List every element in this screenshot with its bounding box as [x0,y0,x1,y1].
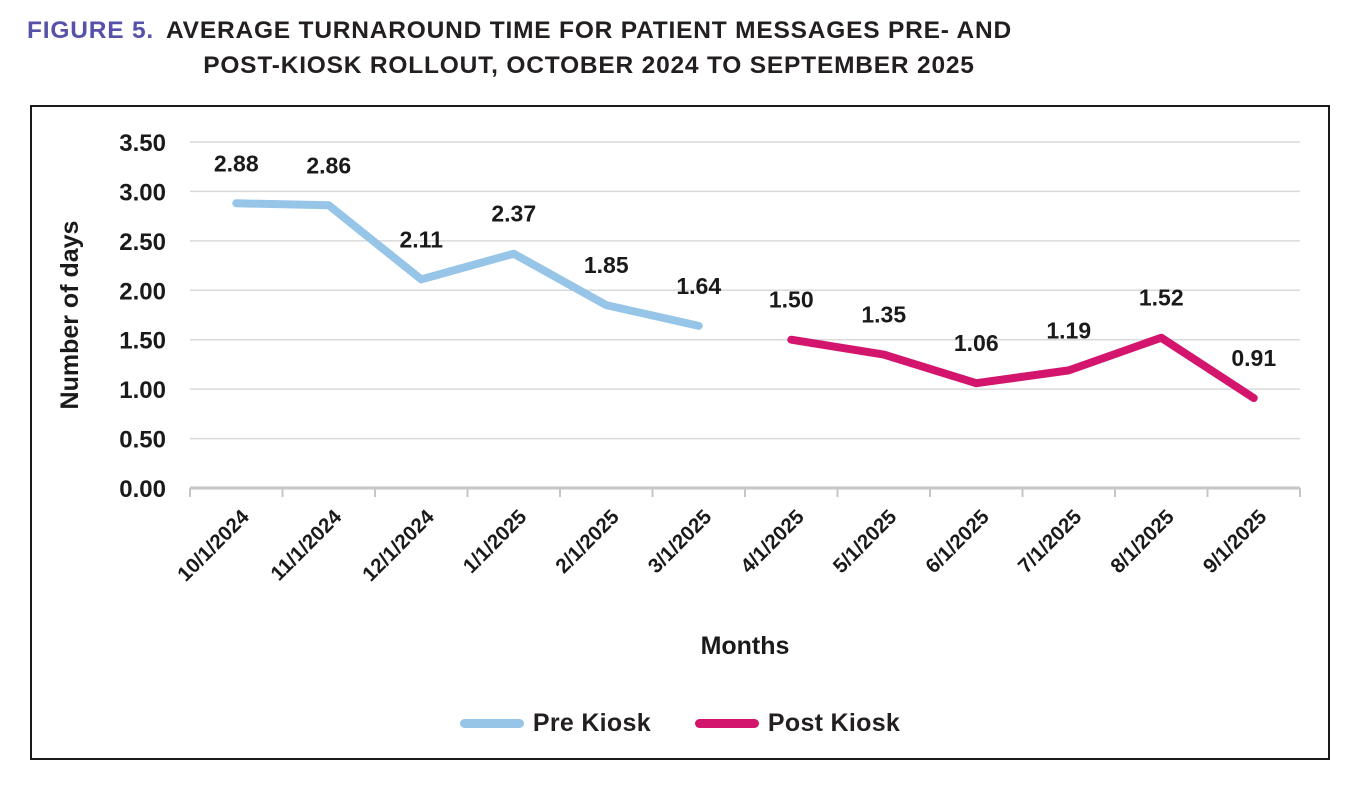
x-tick-label: 6/1/2025 [921,505,994,578]
y-tick-label: 2.50 [119,229,166,256]
legend-label-pre-kiosk: Pre Kiosk [532,709,651,737]
data-label: 2.11 [400,226,444,252]
figure-title-text: AVERAGE TURNAROUND TIME FOR PATIENT MESS… [166,13,1012,83]
legend-item-pre-kiosk: Pre Kiosk [459,709,651,738]
data-label: 2.37 [491,201,536,227]
y-tick-label: 3.00 [119,179,166,206]
x-tick-label: 2/1/2025 [551,505,624,578]
chart-container: 0.00 0.50 1.00 1.50 2.00 2.50 3.00 3.50 10/1/202… [30,105,1330,760]
x-tick-label: 4/1/2025 [736,505,809,578]
x-tick-label: 8/1/2025 [1106,505,1179,578]
figure-title-line2: POST-KIOSK ROLLOUT, OCTOBER 2024 TO SEPT… [203,52,975,79]
post-kiosk-line-swatch [694,719,759,728]
figure-title: FIGURE 5. AVERAGE TURNAROUND TIME FOR PA… [27,13,1012,83]
x-tick-label: 5/1/2025 [829,505,902,578]
y-tick-label: 0.50 [119,427,166,454]
x-tick-label: 9/1/2025 [1199,505,1272,578]
chart-legend: Pre Kiosk Post Kiosk [32,709,1328,738]
line-chart: 0.00 0.50 1.00 1.50 2.00 2.50 3.00 3.50 10/1/202… [56,130,1301,660]
data-label: 1.50 [769,287,814,313]
data-label: 1.35 [861,302,906,328]
x-tick-label: 7/1/2025 [1014,505,1087,578]
x-tick-label: 12/1/2024 [358,505,439,586]
figure-title-line1: AVERAGE TURNAROUND TIME FOR PATIENT MESS… [166,17,1012,44]
figure-number-label: FIGURE 5. [27,17,154,44]
y-axis-title: Number of days [56,221,84,410]
series-line-pre-kiosk [232,199,703,330]
y-tick-label: 0.00 [119,476,166,503]
data-label: 2.86 [306,152,351,178]
x-axis-title: Months [701,632,790,660]
data-label: 1.06 [954,330,999,356]
x-tick-label: 3/1/2025 [644,505,717,578]
pre-kiosk-line-swatch [459,719,524,728]
y-tick-label: 2.00 [119,278,166,305]
legend-label-post-kiosk: Post Kiosk [767,709,901,737]
series-line-post-kiosk [787,333,1258,403]
legend-item-post-kiosk: Post Kiosk [694,709,901,738]
data-label: 0.91 [1231,345,1276,371]
x-tick-label: 1/1/2025 [459,505,532,578]
y-tick-label: 1.00 [119,377,166,404]
x-tick-label: 10/1/2024 [173,505,254,586]
data-label: 1.64 [676,273,721,299]
x-tick-label: 11/1/2024 [266,505,346,585]
data-label: 1.19 [1046,317,1091,343]
y-tick-label: 1.50 [119,328,166,355]
data-label: 1.85 [584,252,629,278]
data-label: 1.52 [1139,285,1184,311]
y-tick-label: 3.50 [119,130,166,157]
data-label: 2.88 [214,150,259,176]
